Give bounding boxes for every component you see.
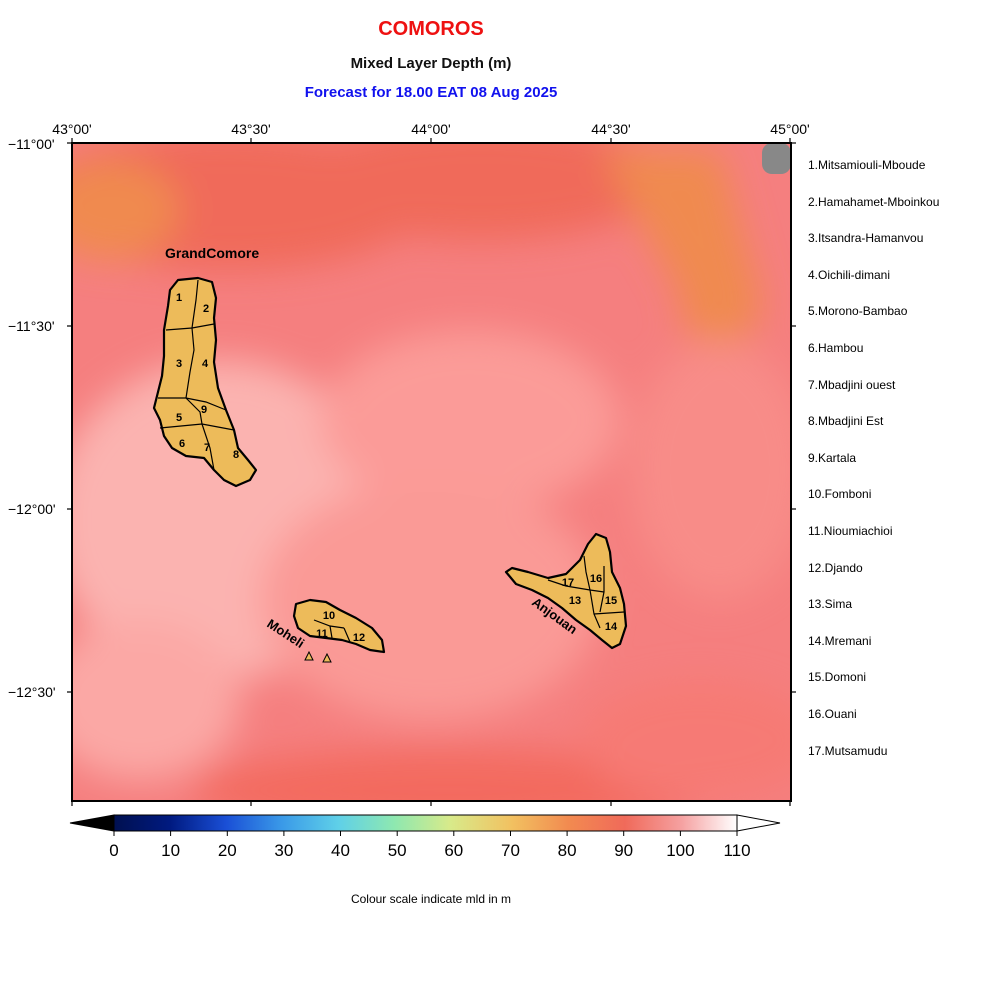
region-number-4: 4 <box>202 358 209 370</box>
colorbar-tick-label: 70 <box>501 841 520 860</box>
legend-item: 1.Mitsamiouli-Mboude <box>808 158 926 172</box>
colorbar <box>69 814 781 836</box>
forecast-subtitle: Forecast for 18.00 EAT 08 Aug 2025 <box>304 84 558 101</box>
region-number-17: 17 <box>562 577 574 589</box>
region-number-7: 7 <box>204 442 210 454</box>
region-number-13: 13 <box>569 595 581 607</box>
legend-item: 6.Hambou <box>808 340 864 355</box>
legend-item: 2.Hamahamet-Mboinkou <box>808 194 940 209</box>
nodata-patch <box>762 143 791 174</box>
region-number-14: 14 <box>605 621 618 633</box>
legend-item: 8.Mbadjini Est <box>808 414 884 429</box>
label-grand-comore: GrandComore <box>165 245 259 261</box>
region-number-6: 6 <box>179 438 185 450</box>
legend-item: 16.Ouani <box>808 706 857 721</box>
moheli-islets <box>304 650 332 663</box>
island-moheli <box>292 598 386 663</box>
colorbar-max-arrow <box>736 814 781 832</box>
legend-item: 13.Sima <box>808 597 853 612</box>
legend-item: 10.Fomboni <box>808 487 872 502</box>
lat-label-11-30: −11°30' <box>8 318 55 334</box>
lon-label-44-30: 44°30' <box>591 121 631 137</box>
lon-label-44-00: 44°00' <box>411 121 451 137</box>
island-anjouan <box>504 532 628 650</box>
colorbar-tick-label: 110 <box>723 841 751 860</box>
legend-item: 14.Mremani <box>808 633 872 648</box>
legend-item: 11.Nioumiachioi <box>808 523 893 538</box>
lon-label-43-30: 43°30' <box>231 121 271 137</box>
region-number-3: 3 <box>176 358 182 370</box>
legend-item: 17.Mutsamudu <box>808 743 888 758</box>
region-number-8: 8 <box>233 449 239 461</box>
colorbar-tick-label: 20 <box>217 841 237 860</box>
colorbar-tick-label: 100 <box>666 841 695 860</box>
colorbar-note: Colour scale indicate mld in m <box>350 892 512 906</box>
colorbar-min-arrow <box>69 814 115 832</box>
region-number-15: 15 <box>605 595 617 607</box>
lon-label-43-00: 43°00' <box>52 121 92 137</box>
legend-item: 9.Kartala <box>808 450 857 465</box>
colorbar-tick-label: 0 <box>109 841 119 860</box>
mld-field <box>72 143 791 801</box>
legend-item: 5.Morono-Bambao <box>808 304 908 319</box>
colorbar-tick-label: 90 <box>614 841 634 860</box>
legend-item: 15.Domoni <box>808 670 867 685</box>
region-number-9: 9 <box>201 404 207 416</box>
region-number-11: 11 <box>316 628 328 640</box>
variable-subtitle: Mixed Layer Depth (m) <box>350 55 512 72</box>
region-number-12: 12 <box>353 632 365 644</box>
colorbar-tick-label: 60 <box>444 841 464 860</box>
lon-label-45-00: 45°00' <box>770 121 810 137</box>
island-grand-comore <box>152 276 258 488</box>
legend-item: 4.Oichili-dimani <box>808 267 891 282</box>
axis-ticks <box>67 138 796 806</box>
lat-label-12-30: −12°30' <box>8 684 56 700</box>
legend-item: 12.Djando <box>808 560 863 575</box>
legend-item: 3.Itsandra-Hamanvou <box>808 231 924 246</box>
colorbar-tick-label: 80 <box>557 841 577 860</box>
colorbar-tick-label: 10 <box>161 841 181 860</box>
region-number-1: 1 <box>176 292 182 304</box>
colorbar-tick-label: 30 <box>274 841 294 860</box>
colorbar-tick-label: 50 <box>387 841 407 860</box>
lat-label-11-00: −11°00' <box>8 136 55 152</box>
colorbar-tick-label: 40 <box>331 841 350 860</box>
lat-label-12-00: −12°00' <box>8 501 56 517</box>
map-title: COMOROS <box>378 18 484 40</box>
region-number-10: 10 <box>323 610 335 622</box>
region-number-16: 16 <box>590 573 602 585</box>
legend-item: 7.Mbadjini ouest <box>808 377 896 392</box>
region-number-5: 5 <box>176 412 182 424</box>
region-number-2: 2 <box>203 303 209 315</box>
region-legend: 1.Mitsamiouli-Mboude 2.Hamahamet-Mboinko… <box>808 158 939 780</box>
